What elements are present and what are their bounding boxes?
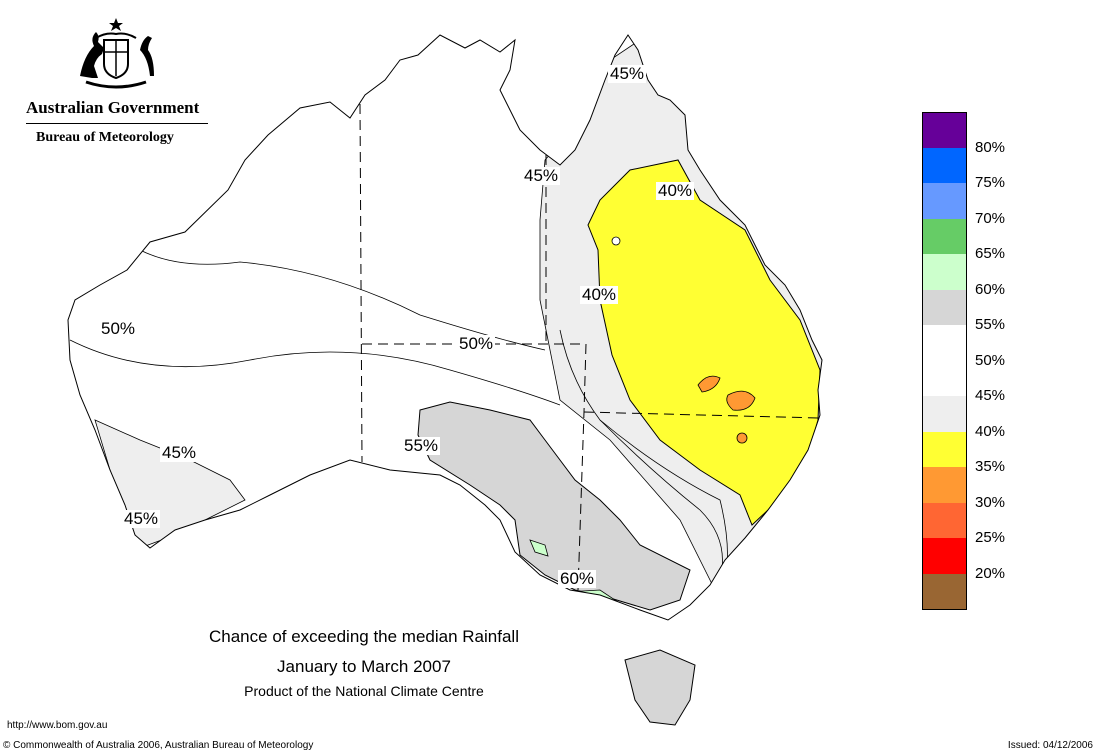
region-55-60-south	[417, 401, 691, 611]
contour-label: 45%	[122, 509, 161, 528]
legend-label: 45%	[975, 387, 1006, 404]
legend-label: 55%	[975, 316, 1006, 333]
contour-label: 50%	[99, 319, 138, 338]
legend-label: 50%	[975, 351, 1006, 369]
contour-label: 40%	[656, 181, 695, 200]
legend-label: 70%	[975, 209, 1006, 227]
contour-label: 60%	[558, 569, 597, 588]
contour-label: 45%	[608, 64, 647, 83]
bureau-name: Bureau of Meteorology	[36, 130, 174, 145]
tasmania	[624, 649, 696, 726]
legend-swatch	[922, 573, 967, 610]
contour-label: 45%	[160, 443, 199, 462]
legend-swatch	[922, 502, 967, 538]
legend-swatch	[922, 147, 967, 183]
legend-swatch	[922, 183, 967, 219]
legend-swatch	[922, 218, 967, 254]
legend-swatch	[922, 467, 967, 503]
legend-label: 75%	[975, 174, 1006, 191]
legend-swatch	[922, 254, 967, 290]
legend-label: 65%	[975, 245, 1006, 262]
coat-of-arms-logo	[80, 18, 154, 89]
copyright: © Commonwealth of Australia 2006, Austra…	[3, 740, 314, 751]
legend-label: 40%	[975, 422, 1006, 440]
legend-label: 80%	[975, 138, 1006, 156]
legend-label: 60%	[975, 280, 1006, 298]
map-period: January to March 2007	[277, 657, 451, 676]
legend-swatch	[922, 112, 967, 149]
contour-label: 50%	[457, 334, 496, 353]
legend-swatch	[922, 538, 967, 574]
legend-label: 25%	[975, 529, 1006, 546]
organisation-name: Australian Government	[26, 98, 200, 117]
contour-label: 55%	[402, 436, 441, 455]
logo-divider	[26, 123, 208, 124]
map-title: Chance of exceeding the median Rainfall	[209, 627, 519, 646]
legend-label: 20%	[975, 564, 1006, 582]
contour-label: 45%	[522, 166, 561, 185]
legend-swatch	[922, 431, 967, 467]
legend-swatch	[922, 360, 967, 396]
issued-date: Issued: 04/12/2006	[1007, 740, 1093, 751]
legend-swatch	[922, 325, 967, 361]
website-url[interactable]: http://www.bom.gov.au	[7, 720, 108, 731]
legend-swatch	[922, 396, 967, 432]
legend-swatch	[922, 289, 967, 325]
legend-label: 35%	[975, 458, 1006, 475]
map-product: Product of the National Climate Centre	[244, 683, 484, 699]
legend-label: 30%	[975, 493, 1006, 511]
contour-label: 40%	[580, 285, 619, 304]
